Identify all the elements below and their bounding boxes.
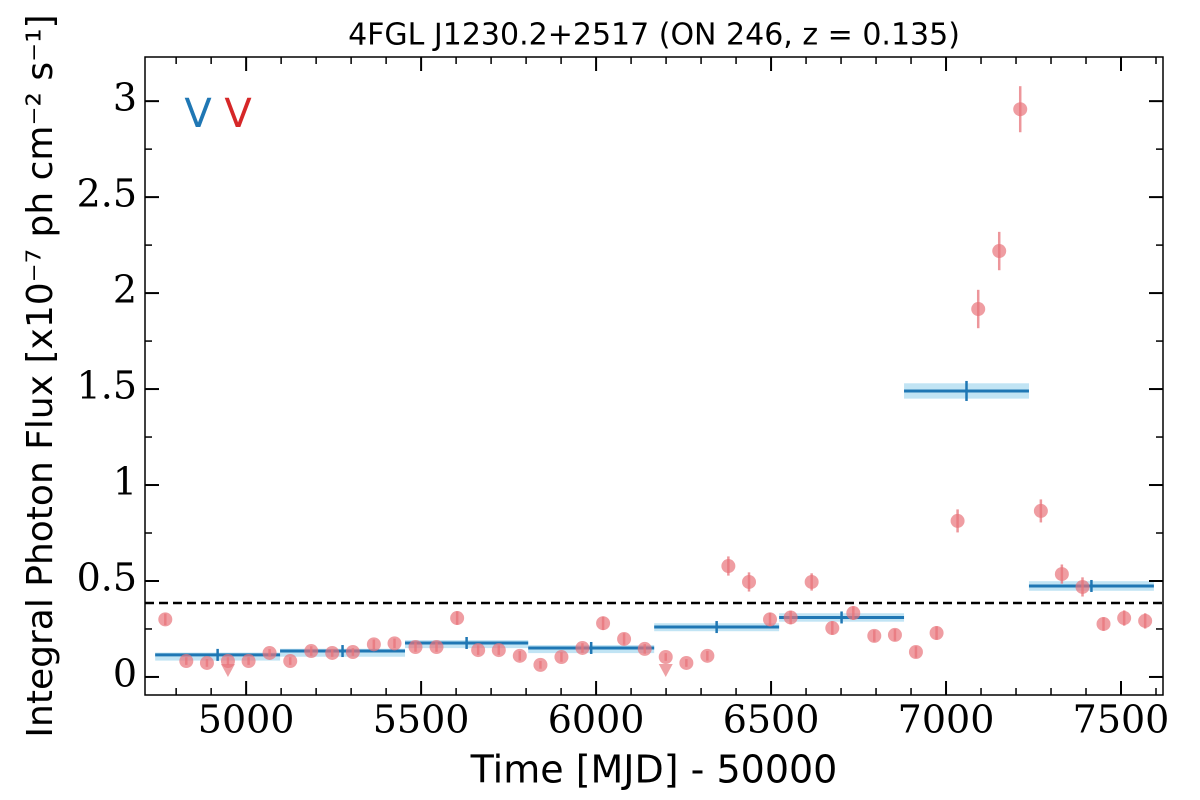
point <box>179 654 194 669</box>
y-tick-label: 2.5 <box>77 172 137 216</box>
point <box>908 645 923 660</box>
point <box>429 640 444 655</box>
x-tick-label: 6000 <box>548 698 645 742</box>
point <box>742 574 757 589</box>
point <box>345 645 360 660</box>
point <box>408 640 423 655</box>
point <box>491 643 506 658</box>
point <box>763 612 778 627</box>
point <box>825 621 840 636</box>
point <box>1075 579 1090 594</box>
point <box>992 244 1007 259</box>
point <box>867 628 882 643</box>
point <box>617 631 632 646</box>
point <box>1054 567 1069 582</box>
point <box>950 513 965 528</box>
point <box>512 648 527 663</box>
point <box>283 654 298 669</box>
point <box>366 637 381 652</box>
y-tick-label: 3 <box>113 76 137 120</box>
point <box>575 640 590 655</box>
y-tick-label: 0 <box>113 651 137 695</box>
upper-limit <box>658 664 673 678</box>
point <box>262 645 277 660</box>
point <box>1013 102 1028 117</box>
point <box>450 611 465 626</box>
plot-frame <box>144 56 1164 696</box>
y-tick-label: 1 <box>113 460 137 504</box>
x-tick-label: 5000 <box>198 698 295 742</box>
point <box>1096 616 1111 631</box>
point <box>1033 503 1048 518</box>
point <box>971 302 986 317</box>
x-tick-label: 6500 <box>723 698 820 742</box>
upper-limit <box>220 664 235 678</box>
point <box>325 645 340 660</box>
point <box>846 606 861 621</box>
point <box>304 644 319 659</box>
point <box>1117 611 1132 626</box>
x-tick-label: 7000 <box>898 698 995 742</box>
x-tick-label: 7500 <box>1073 698 1170 742</box>
point <box>804 574 819 589</box>
point <box>387 636 402 651</box>
point <box>658 649 673 664</box>
point <box>721 559 736 574</box>
point <box>220 654 235 669</box>
point <box>679 655 694 670</box>
point <box>637 641 652 656</box>
point <box>533 657 548 672</box>
y-tick-label: 0.5 <box>77 555 137 599</box>
point <box>929 626 944 641</box>
y-axis-label: Integral Photon Flux [x10⁻⁷ ph cm⁻² s⁻¹] <box>20 14 61 737</box>
point <box>471 643 486 658</box>
y-tick-label: 2 <box>113 268 137 312</box>
point <box>700 648 715 663</box>
point <box>158 612 173 627</box>
point <box>1138 613 1153 628</box>
annotation: V <box>224 91 252 137</box>
point <box>199 655 214 670</box>
point <box>783 610 798 625</box>
point <box>887 627 902 642</box>
y-tick-label: 1.5 <box>77 364 137 408</box>
point <box>241 654 256 669</box>
point <box>554 649 569 664</box>
x-axis-label: Time [MJD] - 50000 <box>470 748 838 792</box>
x-tick-label: 5500 <box>373 698 470 742</box>
annotation: V <box>184 91 212 137</box>
point <box>596 616 611 631</box>
chart-title: 4FGL J1230.2+2517 (ON 246, z = 0.135) <box>348 18 960 53</box>
